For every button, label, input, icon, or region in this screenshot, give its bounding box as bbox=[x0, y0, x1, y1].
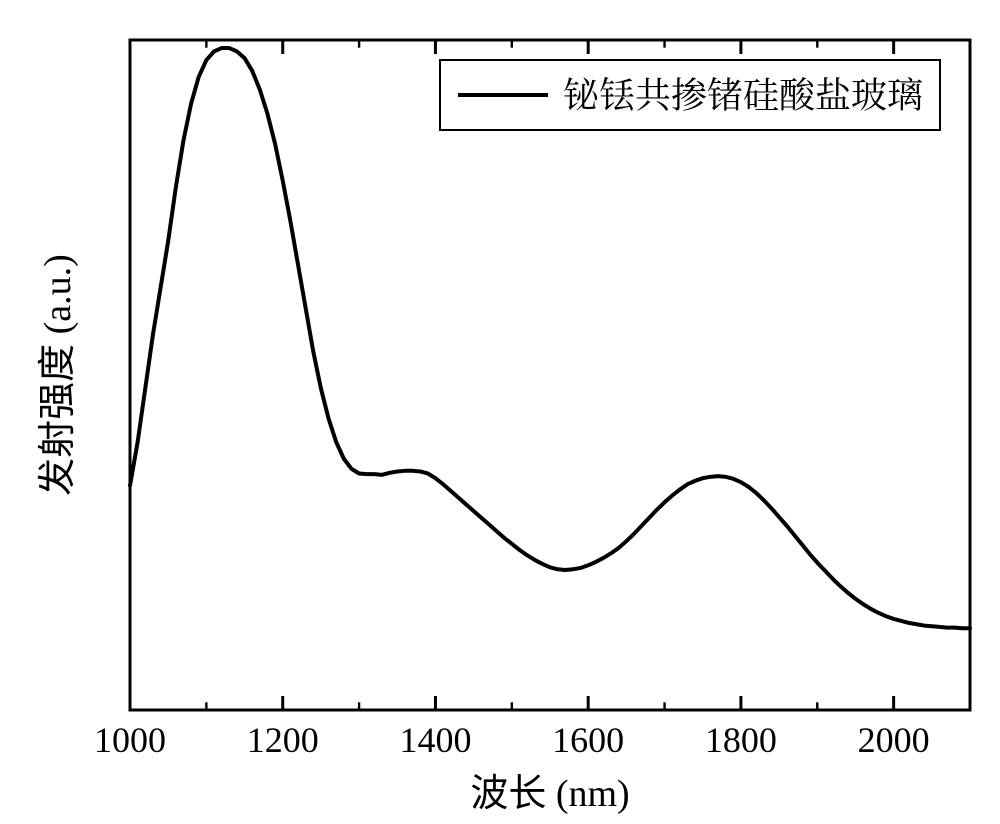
x-tick-label: 1400 bbox=[399, 720, 471, 760]
plot-area bbox=[130, 40, 970, 710]
chart-container: 1000 1200 1400 1600 1800 2000 波长 (nm) 发射强度 (a.u… bbox=[0, 0, 1000, 824]
x-tick-label: 1200 bbox=[247, 720, 319, 760]
x-tick-label: 1800 bbox=[705, 720, 777, 760]
x-tick-label: 1000 bbox=[94, 720, 166, 760]
x-axis-label: 波长 (nm) bbox=[470, 773, 629, 815]
emission-spectrum-chart: 1000 1200 1400 1600 1800 2000 波长 (nm) 发射强度 (a.u… bbox=[0, 0, 1000, 824]
x-tick-label: 1600 bbox=[552, 720, 624, 760]
y-axis-label: 发射强度 (a.u.) bbox=[37, 254, 79, 496]
x-tick-label: 2000 bbox=[858, 720, 930, 760]
legend-label: 铋铥共掺锗硅酸盐玻璃 bbox=[563, 68, 923, 119]
